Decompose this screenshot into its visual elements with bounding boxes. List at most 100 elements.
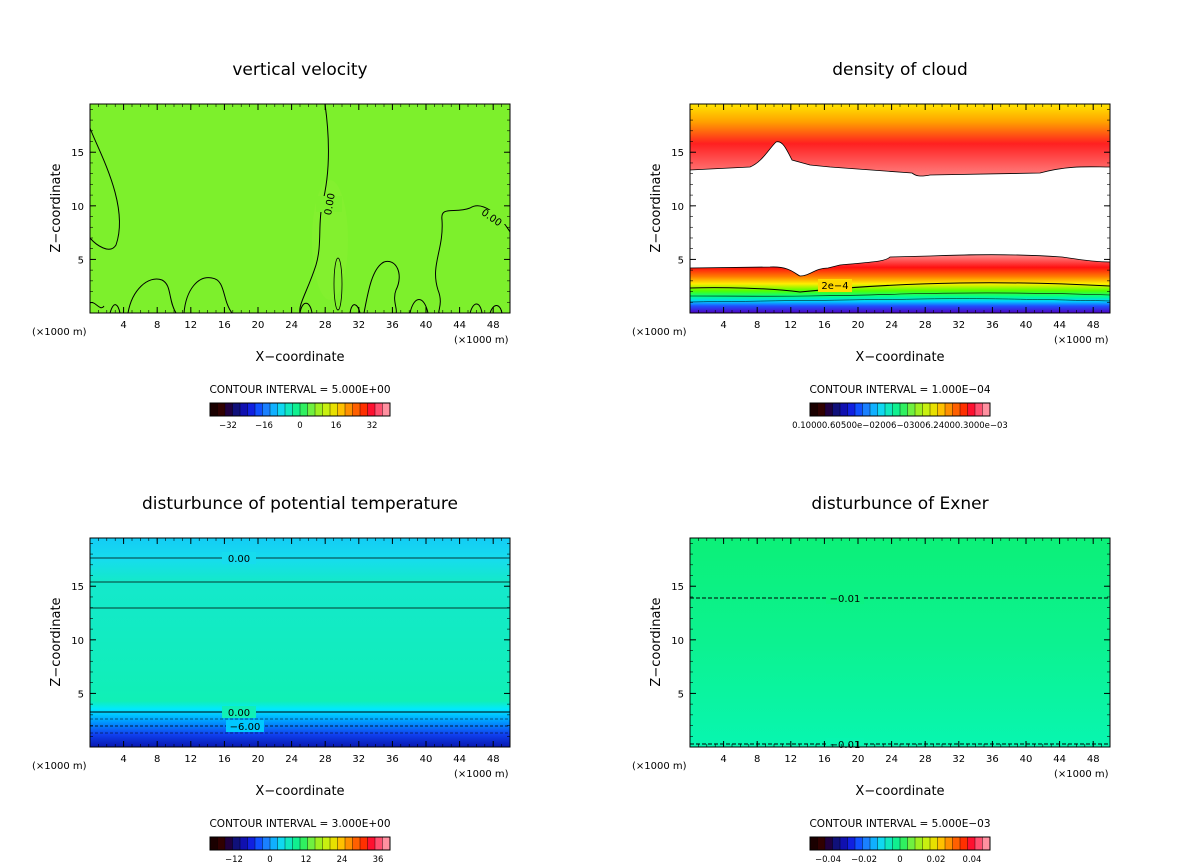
x-tick-label: 8 xyxy=(154,320,160,331)
colorbar-swatch xyxy=(307,837,315,850)
colorbar-swatch xyxy=(945,837,953,850)
colorbar-label: 0.10000.60500e−02006−03006.24000.3000e−0… xyxy=(792,421,1008,431)
panel-exner: disturbunce of Exner −0.01 −0.01 4 8 12 16 2… xyxy=(600,434,1200,868)
y-tick-label: 5 xyxy=(678,255,684,266)
colorbar-swatch xyxy=(960,837,968,850)
colorbar-swatch xyxy=(225,837,233,850)
colorbar-swatch xyxy=(345,403,353,416)
colorbar-labels: 0.10000.60500e−02006−03006.24000.3000e−0… xyxy=(792,421,1008,431)
contour-line xyxy=(435,205,511,314)
colorbar-swatch xyxy=(262,837,270,850)
colorbar-swatch xyxy=(967,403,975,416)
contour-line xyxy=(689,254,1111,277)
colorbar-label: 16 xyxy=(331,421,342,431)
colorbar-swatch xyxy=(907,837,915,850)
colorbar-swatch xyxy=(810,837,818,850)
colorbar-swatch xyxy=(885,403,893,416)
contour-interval: CONTOUR INTERVAL = 5.000E−03 xyxy=(809,818,990,830)
colorbar-swatch xyxy=(900,403,908,416)
x-tick-label: 4 xyxy=(720,320,726,331)
y-tick-label: 5 xyxy=(78,255,84,266)
colorbar-swatch xyxy=(292,837,300,850)
colorbar-swatch xyxy=(937,403,945,416)
panel-vertical-velocity: vertical velocity 0.00 0.00 4 8 12 16 20 24 28… xyxy=(0,0,600,434)
x-tick-label: 28 xyxy=(319,754,332,765)
colorbar-label: −32 xyxy=(219,421,237,431)
label-background xyxy=(226,720,264,732)
colorbar-swatch xyxy=(217,403,225,416)
colorbar-swatch xyxy=(210,837,218,850)
colorbar-label: 24 xyxy=(337,855,348,865)
colorbar-swatch xyxy=(225,403,233,416)
colorbar-swatch xyxy=(292,403,300,416)
x-tick-label: 32 xyxy=(352,320,365,331)
x-tick-label: 8 xyxy=(754,754,760,765)
colorbar-swatch xyxy=(810,403,818,416)
contour-line xyxy=(299,103,329,314)
x-unit-left: (×1000 m) xyxy=(632,327,687,338)
colorbar-swatch xyxy=(817,403,825,416)
colorbar-label: 36 xyxy=(373,855,384,865)
colorbar-swatch xyxy=(382,837,390,850)
colorbar-frame xyxy=(809,402,991,417)
chart-potential-temperature: disturbunce of potential temperature 0.0… xyxy=(32,494,511,865)
colorbar-swatch xyxy=(330,837,338,850)
contour-label: 0.00 xyxy=(323,192,338,216)
label-background xyxy=(222,706,256,718)
colorbar-swatch xyxy=(232,403,240,416)
y-ticks: 5 10 15 xyxy=(71,109,510,303)
label-background xyxy=(818,279,852,292)
colorbar-swatch xyxy=(952,837,960,850)
colorbar-swatch xyxy=(930,403,938,416)
label-background xyxy=(316,196,342,212)
colorbar-swatch xyxy=(345,837,353,850)
x-ticks: 4 8 12 16 20 24 28 32 36 40 44 48 xyxy=(698,104,1102,331)
colorbar-swatch xyxy=(315,837,323,850)
colorbar-swatch xyxy=(367,837,375,850)
x-tick-label: 36 xyxy=(986,320,999,331)
colorbar-swatch xyxy=(915,837,923,850)
colorbar-label: 0 xyxy=(897,855,902,865)
colorbar-swatch xyxy=(982,403,990,416)
colorbar-swatch xyxy=(277,403,285,416)
contour-line xyxy=(127,278,177,314)
x-tick-label: 8 xyxy=(754,320,760,331)
colorbar-swatch xyxy=(217,837,225,850)
contour-interval: CONTOUR INTERVAL = 3.000E+00 xyxy=(209,818,390,830)
colorbar-swatch xyxy=(892,403,900,416)
contour-interval: CONTOUR INTERVAL = 1.000E−04 xyxy=(809,384,990,396)
colorbar-label: 0.02 xyxy=(927,855,946,865)
contour-line xyxy=(89,299,503,314)
x-tick-label: 40 xyxy=(1020,320,1033,331)
colorbar-swatch xyxy=(945,403,953,416)
chart-density-of-cloud: density of cloud 2e−4 4 8 12 16 20 24 28 32 36 40… xyxy=(632,60,1111,431)
colorbar-label: 12 xyxy=(301,855,312,865)
field-background xyxy=(90,104,510,313)
x-axis-label: X−coordinate xyxy=(855,350,944,365)
chart-title: disturbunce of Exner xyxy=(811,494,988,514)
x-tick-label: 12 xyxy=(184,320,197,331)
y-tick-label: 15 xyxy=(71,582,84,593)
x-ticks: 4 8 12 16 20 24 28 32 36 40 44 48 xyxy=(98,538,502,765)
x-unit-left: (×1000 m) xyxy=(32,327,87,338)
x-tick-label: 4 xyxy=(120,754,126,765)
colorbar-swatch xyxy=(847,403,855,416)
colorbar-swatch xyxy=(885,837,893,850)
x-tick-label: 16 xyxy=(818,320,831,331)
colorbar-swatch xyxy=(337,837,345,850)
x-axis-label: X−coordinate xyxy=(855,784,944,799)
y-tick-label: 15 xyxy=(71,148,84,159)
x-tick-label: 28 xyxy=(919,320,932,331)
colorbar-swatch xyxy=(847,837,855,850)
chart-title: vertical velocity xyxy=(232,60,367,80)
colorbar-swatch xyxy=(832,837,840,850)
x-tick-label: 28 xyxy=(919,754,932,765)
colorbar-swatch xyxy=(270,837,278,850)
colorbar-swatch xyxy=(232,837,240,850)
y-tick-label: 15 xyxy=(671,148,684,159)
colorbar-swatch xyxy=(330,403,338,416)
colorbar-swatch xyxy=(840,403,848,416)
contour-line xyxy=(183,277,233,314)
contour-label: −6.00 xyxy=(230,722,261,733)
colorbar-swatch xyxy=(247,403,255,416)
